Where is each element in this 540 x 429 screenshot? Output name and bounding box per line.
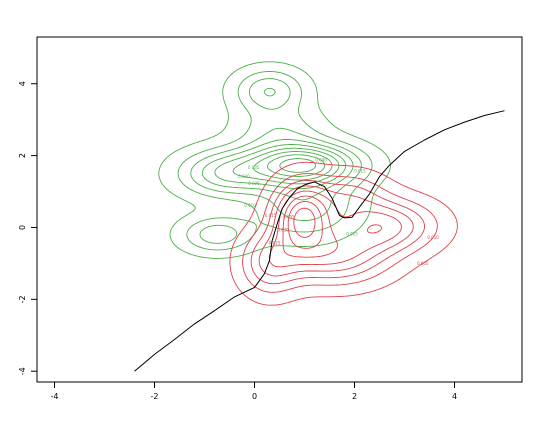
x-tick-label: -2: [151, 392, 159, 401]
red-contour-set: 0.005 0.010 0.015 0.025 0.030 0.035: [229, 161, 458, 306]
curve-layer: [134, 110, 505, 372]
y-tick-label: 0: [18, 225, 27, 230]
x-tick-label: 2: [352, 392, 357, 401]
green-contour-label: 0.025: [248, 181, 260, 186]
green-contour-label: 0.030: [238, 174, 250, 179]
x-axis: -4 -2 0 2 4: [51, 381, 457, 401]
y-axis: -4 -2 0 2 4: [18, 81, 38, 375]
green-contour-line: [279, 158, 317, 173]
x-tick-label: 4: [452, 392, 457, 401]
red-contour-line: [229, 161, 458, 306]
y-tick-label: 4: [18, 81, 27, 86]
red-contour-line: [293, 207, 316, 238]
x-tick-label: 0: [252, 392, 257, 401]
green-contour-line: [214, 144, 347, 190]
red-contour-line: [287, 201, 323, 249]
y-tick-label: 2: [18, 153, 27, 158]
red-contour-line: [242, 173, 438, 293]
green-contour-label: 0.040: [315, 158, 327, 163]
red-contour-label: 0.025: [269, 241, 281, 246]
green-contour-label: 0.005: [346, 231, 358, 236]
y-tick-label: -4: [18, 367, 27, 375]
red-contour-label: 0.015: [265, 213, 277, 218]
red-contour-label: 0.005: [417, 261, 429, 266]
green-contour-label: 0.010: [244, 203, 256, 208]
green-contour-line: [266, 154, 326, 177]
red-contour-label: 0.035: [283, 215, 295, 220]
green-contour-line: [253, 151, 333, 181]
red-contour-line: [282, 195, 383, 258]
red-contour-label: 0.010: [427, 235, 439, 240]
green-contour-label: 0.015: [354, 169, 366, 174]
red-contour-line: [250, 180, 425, 285]
green-contour-line: [190, 78, 362, 244]
red-contour-label: 0.030: [277, 228, 289, 233]
curve-line: [134, 110, 505, 372]
y-tick-label: -2: [18, 295, 27, 303]
green-contour-label: 0.035: [248, 165, 260, 170]
x-tick-label: -4: [51, 392, 59, 401]
density-contours: 0.0050.0100.0150.0250.0300.0350.0400.005…: [158, 61, 458, 306]
red-contour-line: [258, 185, 414, 277]
